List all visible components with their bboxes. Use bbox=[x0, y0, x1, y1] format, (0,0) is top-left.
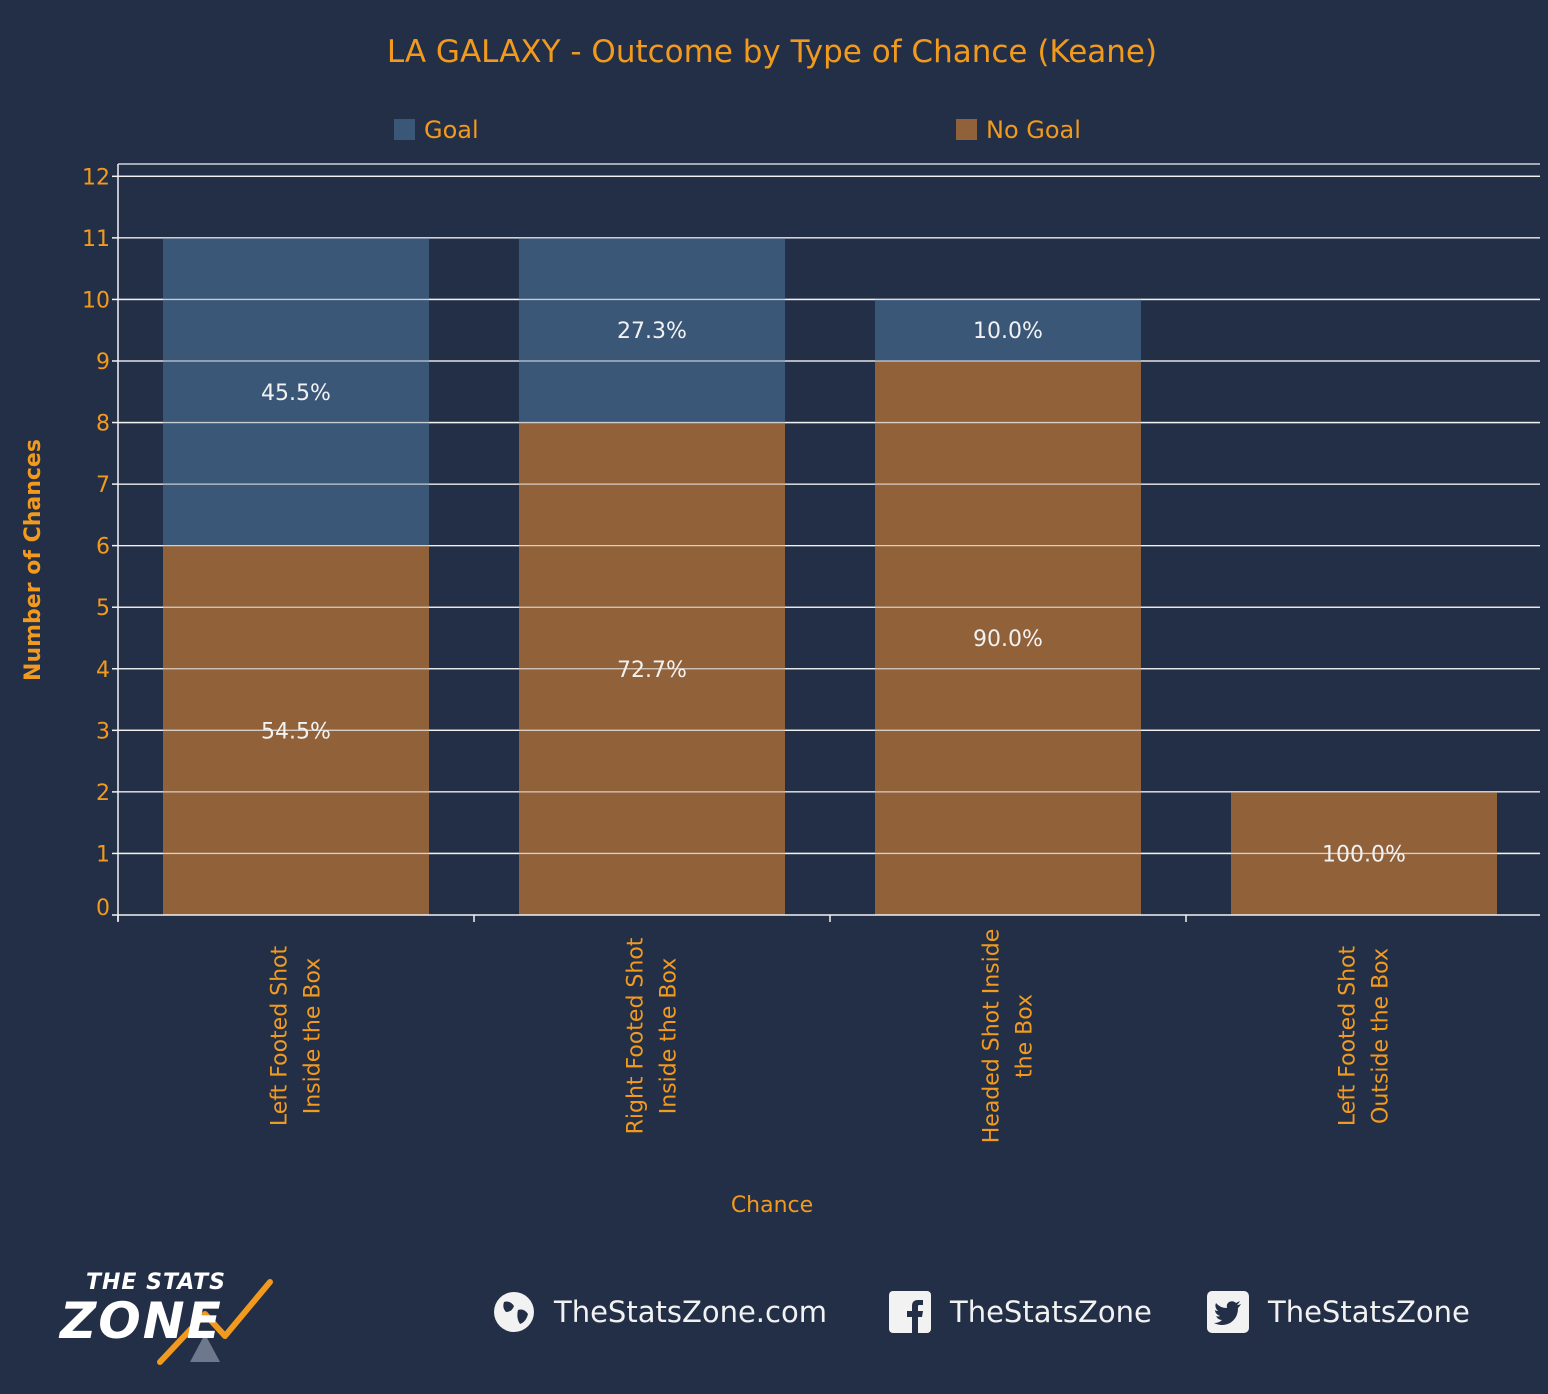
bar-goal-1 bbox=[519, 237, 785, 423]
x-axis-title: Chance bbox=[731, 1193, 813, 1218]
x-category-line-0-1: Inside the Box bbox=[301, 958, 326, 1115]
bars: 54.5% 45.5% 72.7% 27.3% 90.0% 10.0% 100.0% bbox=[118, 175, 1540, 915]
y-tick-label-10: 10 bbox=[82, 288, 110, 313]
y-tick-label-11: 11 bbox=[82, 227, 110, 252]
x-category-text-1: Right Footed Shot Inside the Box bbox=[624, 937, 682, 1134]
y-tick-label-8: 8 bbox=[96, 412, 110, 437]
facebook-icon bbox=[889, 1291, 931, 1333]
chart-title: LA GALAXY - Outcome by Type of Chance (K… bbox=[387, 34, 1157, 70]
y-axis-title: Number of Chances bbox=[21, 439, 46, 681]
website-text: TheStatsZone.com bbox=[554, 1295, 827, 1329]
twitter-text: TheStatsZone bbox=[1268, 1295, 1470, 1329]
bar-label-no-goal-3: 100.0% bbox=[1322, 842, 1406, 867]
bar-goal-0 bbox=[163, 237, 429, 546]
y-tick-label-7: 7 bbox=[96, 473, 110, 498]
x-axis: Left Footed Shot Inside the Box Right Foot… bbox=[117, 914, 1540, 1144]
y-tick-label-0: 0 bbox=[96, 896, 110, 921]
gridlines-overlay bbox=[118, 175, 1540, 855]
x-category-line-3-1: Outside the Box bbox=[1369, 948, 1394, 1124]
x-category-text-2: Headed Shot Inside the Box bbox=[980, 929, 1038, 1144]
bar-label-goal-1: 27.3% bbox=[617, 319, 687, 344]
legend-label-1: No Goal bbox=[986, 116, 1081, 144]
logo-bottom-text: ZONE bbox=[60, 1292, 223, 1350]
logo-swoosh-icon bbox=[157, 1279, 273, 1365]
y-tick-label-2: 2 bbox=[96, 781, 110, 806]
x-category-line-0-0: Left Footed Shot bbox=[268, 945, 293, 1126]
x-category-line-1-0: Right Footed Shot bbox=[624, 937, 649, 1134]
x-category-line-3-0: Left Footed Shot bbox=[1336, 945, 1361, 1126]
bar-goal-2 bbox=[875, 299, 1141, 361]
y-tick-label-4: 4 bbox=[96, 658, 110, 683]
bar-no-goal-2 bbox=[875, 360, 1141, 915]
y-tick-label-5: 5 bbox=[96, 596, 110, 621]
bar-label-no-goal-1: 72.7% bbox=[617, 658, 687, 683]
y-tick-label-3: 3 bbox=[96, 719, 110, 744]
bar-label-goal-0: 45.5% bbox=[261, 381, 331, 406]
x-category-label-2: Headed Shot Inside the Box bbox=[980, 929, 1038, 1144]
logo-top-text: THE STATS bbox=[86, 1270, 227, 1295]
y-tick-label-9: 9 bbox=[96, 350, 110, 375]
stacked-bar-chart: LA GALAXY - Outcome by Type of Chance (K… bbox=[21, 34, 1540, 1218]
x-category-label-3: Left Footed Shot Outside the Box bbox=[1336, 945, 1394, 1126]
x-category-line-2-1: the Box bbox=[1013, 994, 1038, 1078]
globe-icon bbox=[494, 1292, 534, 1332]
x-category-text-0: Left Footed Shot Inside the Box bbox=[268, 945, 326, 1126]
y-tick-label-1: 1 bbox=[96, 842, 110, 867]
x-category-text-3: Left Footed Shot Outside the Box bbox=[1336, 945, 1394, 1126]
legend-swatch-1 bbox=[956, 119, 977, 140]
legend: Goal No Goal bbox=[394, 116, 1081, 144]
legend-label-0: Goal bbox=[424, 116, 479, 144]
bar-label-no-goal-0: 54.5% bbox=[261, 719, 331, 744]
bar-label-goal-2: 10.0% bbox=[973, 319, 1043, 344]
facebook-link[interactable]: TheStatsZone bbox=[888, 1290, 1152, 1334]
twitter-link[interactable]: TheStatsZone bbox=[1206, 1290, 1470, 1334]
brand-logo: THE STATS ZONE bbox=[60, 1262, 330, 1365]
facebook-text: TheStatsZone bbox=[950, 1295, 1152, 1329]
footer: THE STATS ZONE TheStatsZone.com TheStats… bbox=[0, 1250, 1548, 1370]
x-category-label-0: Left Footed Shot Inside the Box bbox=[268, 945, 326, 1126]
y-tick-label-12: 12 bbox=[82, 165, 110, 190]
x-category-line-1-1: Inside the Box bbox=[657, 958, 682, 1115]
bar-label-no-goal-2: 90.0% bbox=[973, 627, 1043, 652]
website-link[interactable]: TheStatsZone.com bbox=[492, 1290, 827, 1334]
x-category-label-1: Right Footed Shot Inside the Box bbox=[624, 937, 682, 1134]
legend-swatch-0 bbox=[394, 119, 415, 140]
x-category-line-2-0: Headed Shot Inside bbox=[980, 929, 1005, 1144]
twitter-icon bbox=[1207, 1291, 1249, 1333]
y-tick-label-6: 6 bbox=[96, 535, 110, 560]
